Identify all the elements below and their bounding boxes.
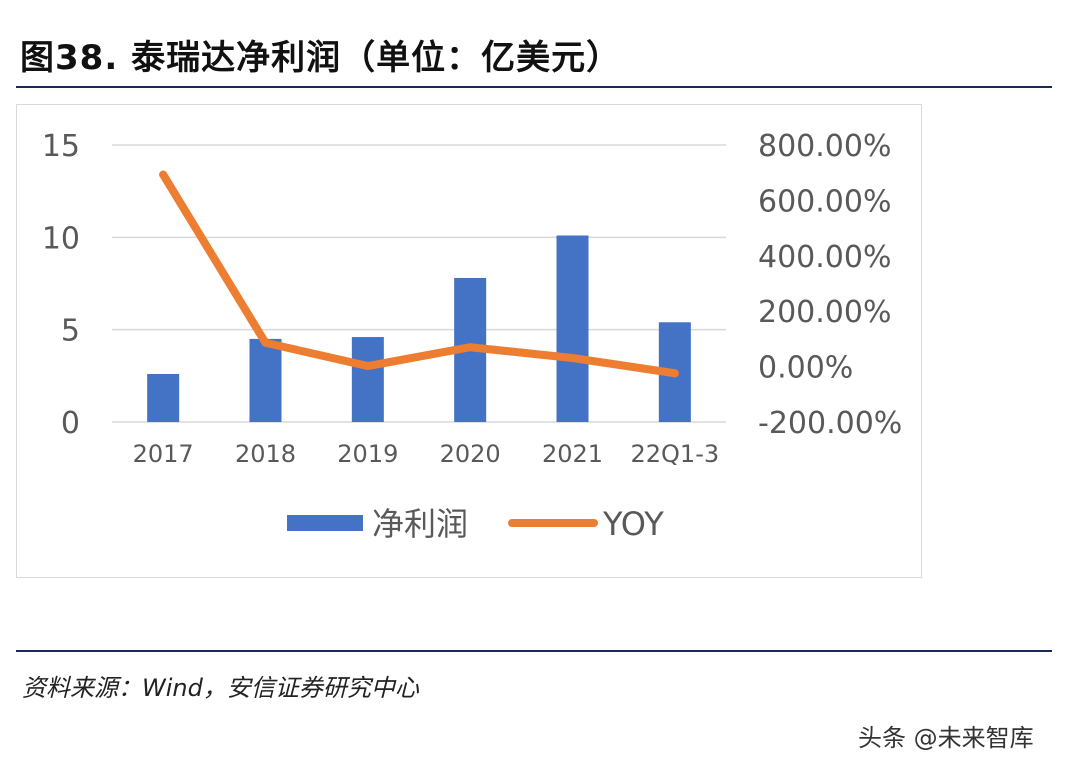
bar-net-profit [351, 337, 384, 422]
x-tick-label: 22Q1-3 [631, 440, 720, 468]
line-yoy [159, 170, 679, 378]
legend-swatch-net-profit [287, 515, 363, 531]
source-note: 资料来源：Wind，安信证券研究中心 [22, 674, 419, 702]
bar-net-profit [556, 235, 589, 422]
y-left-tick-label: 10 [42, 221, 80, 256]
legend-label-net-profit: 净利润 [372, 505, 468, 543]
bar-net-profit [147, 373, 180, 422]
x-tick-label: 2017 [133, 440, 194, 468]
chart-title: 图38. 泰瑞达净利润（单位：亿美元） [20, 38, 622, 78]
y-right-tick-label: 600.00% [758, 184, 891, 219]
x-tick-label: 2021 [542, 440, 603, 468]
source-divider [16, 650, 1052, 652]
y-left-tick-label: 5 [61, 314, 80, 349]
point-yoy [670, 369, 679, 378]
y-left-tick-label: 15 [42, 129, 80, 164]
point-yoy [159, 170, 168, 179]
x-tick-label: 2018 [235, 440, 296, 468]
point-yoy [568, 354, 577, 363]
title-divider [16, 86, 1052, 88]
x-tick-label: 2020 [440, 440, 501, 468]
point-yoy [363, 362, 372, 371]
watermark: 头条 @未来智库 [858, 724, 1034, 752]
point-yoy [466, 343, 475, 352]
y-right-tick-label: 800.00% [758, 129, 891, 164]
bar-net-profit [249, 338, 282, 422]
y-right-tick-label: 0.00% [758, 351, 853, 386]
y-left-tick-label: 0 [61, 406, 80, 441]
x-tick-label: 2019 [337, 440, 398, 468]
legend-label-yoy: YOY [602, 505, 664, 543]
point-yoy [261, 338, 270, 347]
y-right-tick-label: -200.00% [758, 406, 902, 441]
y-right-tick-label: 200.00% [758, 295, 891, 330]
y-right-tick-label: 400.00% [758, 240, 891, 275]
